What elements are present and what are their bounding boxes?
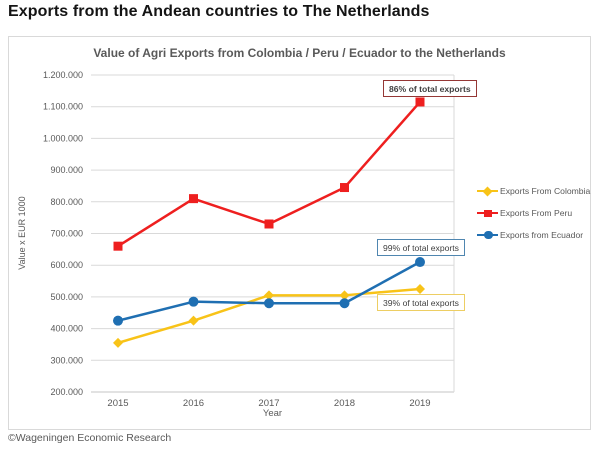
y-tick-label: 1.200.000	[43, 70, 83, 80]
x-tick-label: 2017	[258, 398, 279, 409]
legend-marker-peru-icon	[477, 208, 498, 218]
data-point	[113, 315, 123, 326]
chart-title: Value of Agri Exports from Colombia / Pe…	[93, 46, 506, 60]
data-point	[339, 298, 350, 309]
y-tick-label: 200.000	[50, 387, 83, 397]
chart-legend: Exports From Colombia Exports From Peru …	[477, 180, 591, 246]
y-tick-label: 900.000	[50, 165, 83, 175]
x-tick-label: 2015	[107, 398, 128, 409]
y-tick-label: 1.100.000	[43, 102, 83, 112]
legend-marker-ecuador-icon	[477, 230, 498, 240]
data-point	[188, 315, 199, 326]
data-point	[264, 298, 274, 309]
data-point	[264, 290, 274, 301]
legend-item-colombia: Exports From Colombia	[477, 180, 591, 202]
x-tick-label: 2018	[334, 398, 355, 409]
annotation-colombia-share: 39% of total exports	[377, 294, 465, 311]
y-tick-label: 700.000	[50, 229, 83, 239]
data-point	[113, 241, 123, 251]
legend-marker-colombia-icon	[477, 186, 498, 196]
chart-container: 200.000 300.000 400.000 500.000 600.000 700.0…	[8, 36, 591, 430]
data-point	[264, 219, 274, 229]
data-point	[340, 183, 349, 193]
data-point	[415, 283, 425, 294]
data-point	[415, 257, 425, 268]
data-point	[188, 296, 199, 307]
page-title: Exports from the Andean countries to The…	[8, 3, 430, 20]
legend-label-colombia: Exports From Colombia	[500, 186, 591, 196]
y-tick-label: 400.000	[50, 324, 83, 334]
x-tick-label: 2019	[409, 398, 430, 409]
data-point	[415, 97, 425, 107]
data-point	[113, 337, 123, 348]
data-point	[339, 290, 350, 301]
data-point	[189, 194, 198, 204]
line-chart: 200.000 300.000 400.000 500.000 600.000 700.0…	[43, 70, 455, 409]
x-axis-title: Year	[262, 408, 283, 419]
legend-label-ecuador: Exports from Ecuador	[500, 230, 584, 240]
legend-item-ecuador: Exports from Ecuador	[477, 224, 589, 246]
y-tick-label: 500.000	[50, 292, 83, 302]
annotation-peru-share: 86% of total exports	[383, 80, 477, 97]
legend-item-peru: Exports From Peru	[477, 202, 589, 224]
y-tick-label: 1.000.000	[43, 133, 83, 143]
y-tick-label: 600.000	[50, 260, 83, 270]
x-tick-label: 2016	[183, 398, 204, 409]
y-tick-label: 300.000	[50, 355, 83, 365]
y-tick-label: 800.000	[50, 197, 83, 207]
annotation-ecuador-share: 99% of total exports	[377, 239, 465, 256]
y-axis-title: Value x EUR 1000	[17, 196, 27, 270]
copyright-credit: ©Wageningen Economic Research	[8, 432, 172, 444]
legend-label-peru: Exports From Peru	[500, 208, 573, 218]
